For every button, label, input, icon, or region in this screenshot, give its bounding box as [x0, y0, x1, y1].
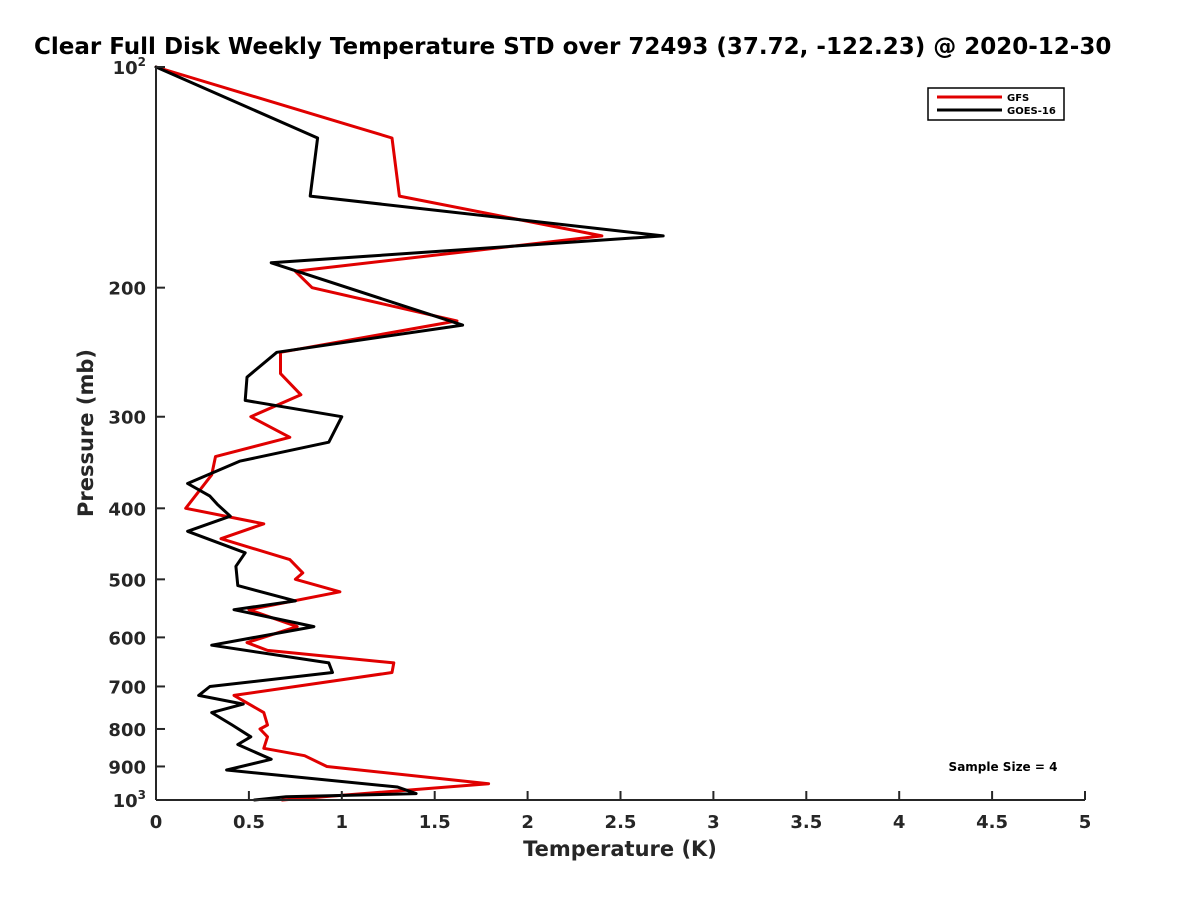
y-tick-label: 103: [113, 788, 146, 812]
x-tick-label: 3: [707, 812, 720, 833]
series-line-goes-16: [154, 65, 665, 802]
y-tick-label: 200: [108, 279, 146, 300]
y-tick-label: 600: [108, 628, 146, 649]
chart-title: Clear Full Disk Weekly Temperature STD o…: [34, 34, 1111, 60]
axes: 0 0.5 1 1.5 2 2.5 3 3.5 4 4.5 5 102 200 300 400 500 600 7…: [108, 55, 1091, 833]
x-axis-label: Temperature (K): [523, 837, 717, 861]
legend-box: [927, 87, 1065, 121]
y-tick-label: 500: [108, 570, 146, 591]
y-tick-label: 300: [108, 408, 146, 429]
x-tick-label: 2: [521, 812, 534, 833]
y-tick-label: 800: [108, 720, 146, 741]
legend-label: GFS: [1007, 93, 1029, 104]
x-tick-label: 1: [336, 812, 349, 833]
legend-label: GOES-16: [1007, 106, 1056, 117]
series-line-gfs: [154, 65, 604, 802]
y-axis-label: Pressure (mb): [74, 349, 98, 517]
y-tick-label: 900: [108, 757, 146, 778]
plot-area: [154, 65, 665, 802]
x-tick-label: 0: [150, 812, 163, 833]
x-tick-label: 5: [1079, 812, 1092, 833]
x-tick-label: 1.5: [419, 812, 451, 833]
y-tick-label: 700: [108, 677, 146, 698]
y-tick-label: 400: [108, 499, 146, 520]
x-tick-label: 2.5: [605, 812, 637, 833]
y-tick-label: 102: [113, 55, 146, 79]
x-tick-label: 0.5: [233, 812, 265, 833]
legend: GFS GOES-16: [927, 87, 1065, 121]
x-tick-label: 3.5: [790, 812, 822, 833]
x-tick-label: 4.5: [976, 812, 1008, 833]
sample-size-annotation: Sample Size = 4: [949, 760, 1058, 774]
x-tick-label: 4: [893, 812, 906, 833]
